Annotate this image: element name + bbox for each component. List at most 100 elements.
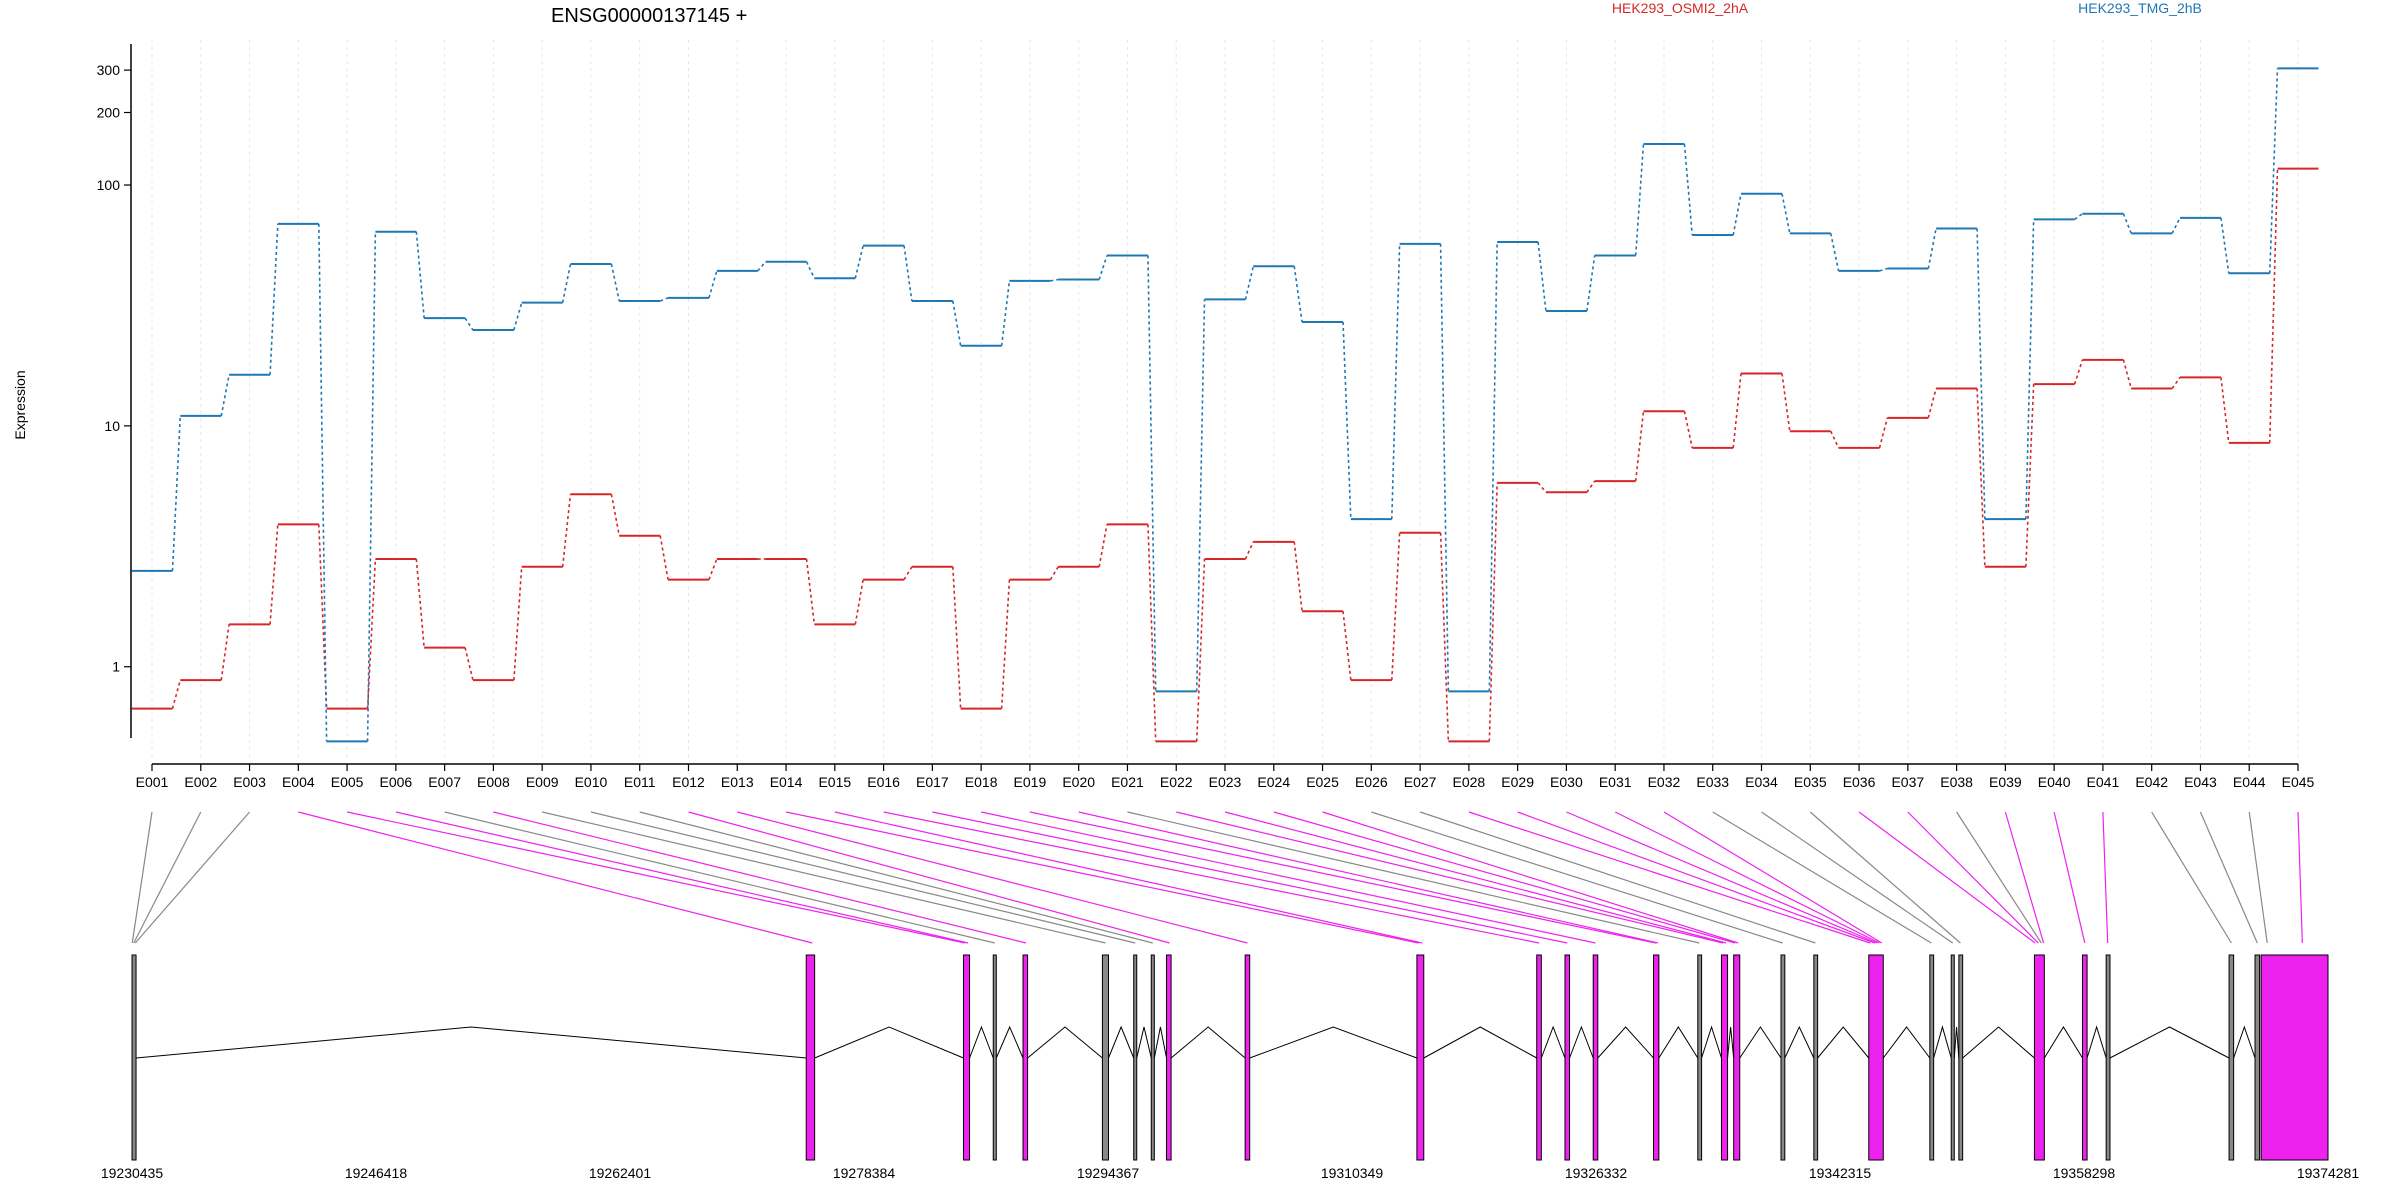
exon-label-e027: E027 <box>1404 774 1437 790</box>
mapping-line-e038 <box>1956 811 2042 944</box>
exon-box-4 <box>992 954 997 1161</box>
series-2-connector-9 <box>561 263 572 303</box>
label-layer: ENSG00000137145 + Expression HEK293_OSMI… <box>12 0 2202 440</box>
legend-entry-tmg: HEK293_TMG_2hB <box>2078 0 2202 16</box>
mapping-line-e012 <box>688 811 1170 944</box>
y-axis-label: Expression <box>12 370 28 439</box>
series-2-connector-13 <box>757 261 767 272</box>
series-1-connector-15 <box>854 579 864 625</box>
mapping-line-e017 <box>932 811 1568 944</box>
exon-box-26 <box>2082 954 2088 1161</box>
exon-box-1 <box>131 954 137 1161</box>
mapping-line-e016 <box>883 811 1540 944</box>
exon-mapping-layer <box>131 811 2303 944</box>
series-1-connector-16 <box>903 566 913 581</box>
mapping-line-e042 <box>2151 811 2232 944</box>
mapping-line-e041 <box>2102 811 2109 944</box>
exon-label-e009: E009 <box>526 774 559 790</box>
series-2-connector-3 <box>269 223 279 375</box>
genomic-coordinate-label-6: 19310349 <box>1321 1165 1384 1181</box>
exon-label-e020: E020 <box>1062 774 1095 790</box>
series-1-connector-29 <box>1537 482 1547 493</box>
genomic-coordinate-label-1: 19230435 <box>101 1165 164 1181</box>
mapping-line-e021 <box>1127 811 1700 944</box>
series-2-connector-17 <box>952 300 962 346</box>
exon-box-15 <box>1653 954 1660 1161</box>
mapping-line-e030 <box>1566 811 1878 944</box>
genomic-coordinate-label-7: 19326332 <box>1565 1165 1628 1181</box>
mapping-line-e005 <box>346 811 966 944</box>
exon-label-e030: E030 <box>1550 774 1583 790</box>
mapping-line-e006 <box>395 811 969 944</box>
series-1-connector-31 <box>1634 411 1645 482</box>
exon-box-12 <box>1536 954 1542 1161</box>
mapping-line-e027 <box>1419 811 1816 944</box>
series-2-connector-20 <box>1098 255 1108 280</box>
mapping-line-e008 <box>493 811 1027 944</box>
intron-17 <box>1727 1026 1735 1059</box>
exon-label-e016: E016 <box>867 774 900 790</box>
genomic-coordinate-label-4: 19278384 <box>833 1165 896 1181</box>
series-1-connector-39 <box>2025 384 2035 567</box>
mapping-line-e045 <box>2297 811 2303 944</box>
intron-6 <box>1108 1025 1135 1059</box>
series-2-connector-16 <box>903 245 913 302</box>
series-1-connector-12 <box>708 558 718 580</box>
series-1-connector-6 <box>415 558 425 648</box>
series-2-connector-32 <box>1683 143 1694 236</box>
mapping-line-e003 <box>134 811 250 944</box>
exon-label-e029: E029 <box>1501 774 1534 790</box>
series-2-connector-43 <box>2220 217 2230 274</box>
mapping-line-e013 <box>737 811 1248 944</box>
series-1-connector-28 <box>1488 482 1498 742</box>
exon-box-23 <box>1950 954 1955 1161</box>
series-2-connector-23 <box>1244 266 1255 300</box>
series-1-connector-2 <box>220 624 230 681</box>
mapping-line-e036 <box>1858 811 2036 944</box>
series-2-connector-5 <box>366 231 377 742</box>
exon-box-21 <box>1868 954 1884 1161</box>
exon-box-13 <box>1564 954 1571 1161</box>
exon-label-e011: E011 <box>624 774 656 790</box>
series-2-connector-38 <box>1976 228 1986 520</box>
exon-label-e019: E019 <box>1014 774 1047 790</box>
series-2-connector-25 <box>1342 321 1352 520</box>
series-1-connector-7 <box>464 647 474 681</box>
intron-18 <box>1739 1026 1782 1059</box>
series-1-connector-11 <box>659 535 669 580</box>
mapping-line-e033 <box>1712 811 1932 944</box>
exon-label-e044: E044 <box>2233 774 2266 790</box>
series-2-connector-44 <box>2268 68 2279 274</box>
series-2 <box>131 67 2319 743</box>
mapping-line-e015 <box>834 811 1423 944</box>
exon-label-e017: E017 <box>916 774 949 790</box>
genomic-coordinate-label-5: 19294367 <box>1077 1165 1140 1181</box>
series-1-connector-30 <box>1586 480 1596 493</box>
series-1-connector-27 <box>1439 532 1450 742</box>
exon-label-e033: E033 <box>1696 774 1729 790</box>
series-2-connector-2 <box>220 374 230 417</box>
intron-4 <box>995 1025 1024 1059</box>
series-1-connector-37 <box>1927 388 1937 419</box>
exon-label-e045: E045 <box>2282 774 2315 790</box>
series-1-connector-21 <box>1147 524 1157 742</box>
series-1-connector-24 <box>1293 541 1303 612</box>
exon-label-e007: E007 <box>428 774 461 790</box>
intron-19 <box>1784 1025 1815 1059</box>
series-1-connector-38 <box>1976 388 1986 567</box>
series-2-connector-22 <box>1195 299 1206 692</box>
exon-label-e028: E028 <box>1453 774 1486 790</box>
exon-box-14 <box>1592 954 1599 1161</box>
genomic-coordinate-label-10: 19374281 <box>2297 1165 2360 1181</box>
intron-13 <box>1569 1025 1594 1059</box>
intron-14 <box>1597 1026 1654 1059</box>
series-1-connector-4 <box>318 524 328 709</box>
exon-label-e041: E041 <box>2087 774 2120 790</box>
mapping-line-e044 <box>2248 811 2268 944</box>
series-2-connector-37 <box>1927 228 1937 269</box>
exon-box-22 <box>1929 954 1935 1161</box>
series-1-connector-25 <box>1342 611 1352 681</box>
exon-box-20 <box>1813 954 1819 1161</box>
exon-label-e006: E006 <box>380 774 413 790</box>
exon-box-9 <box>1166 954 1172 1161</box>
